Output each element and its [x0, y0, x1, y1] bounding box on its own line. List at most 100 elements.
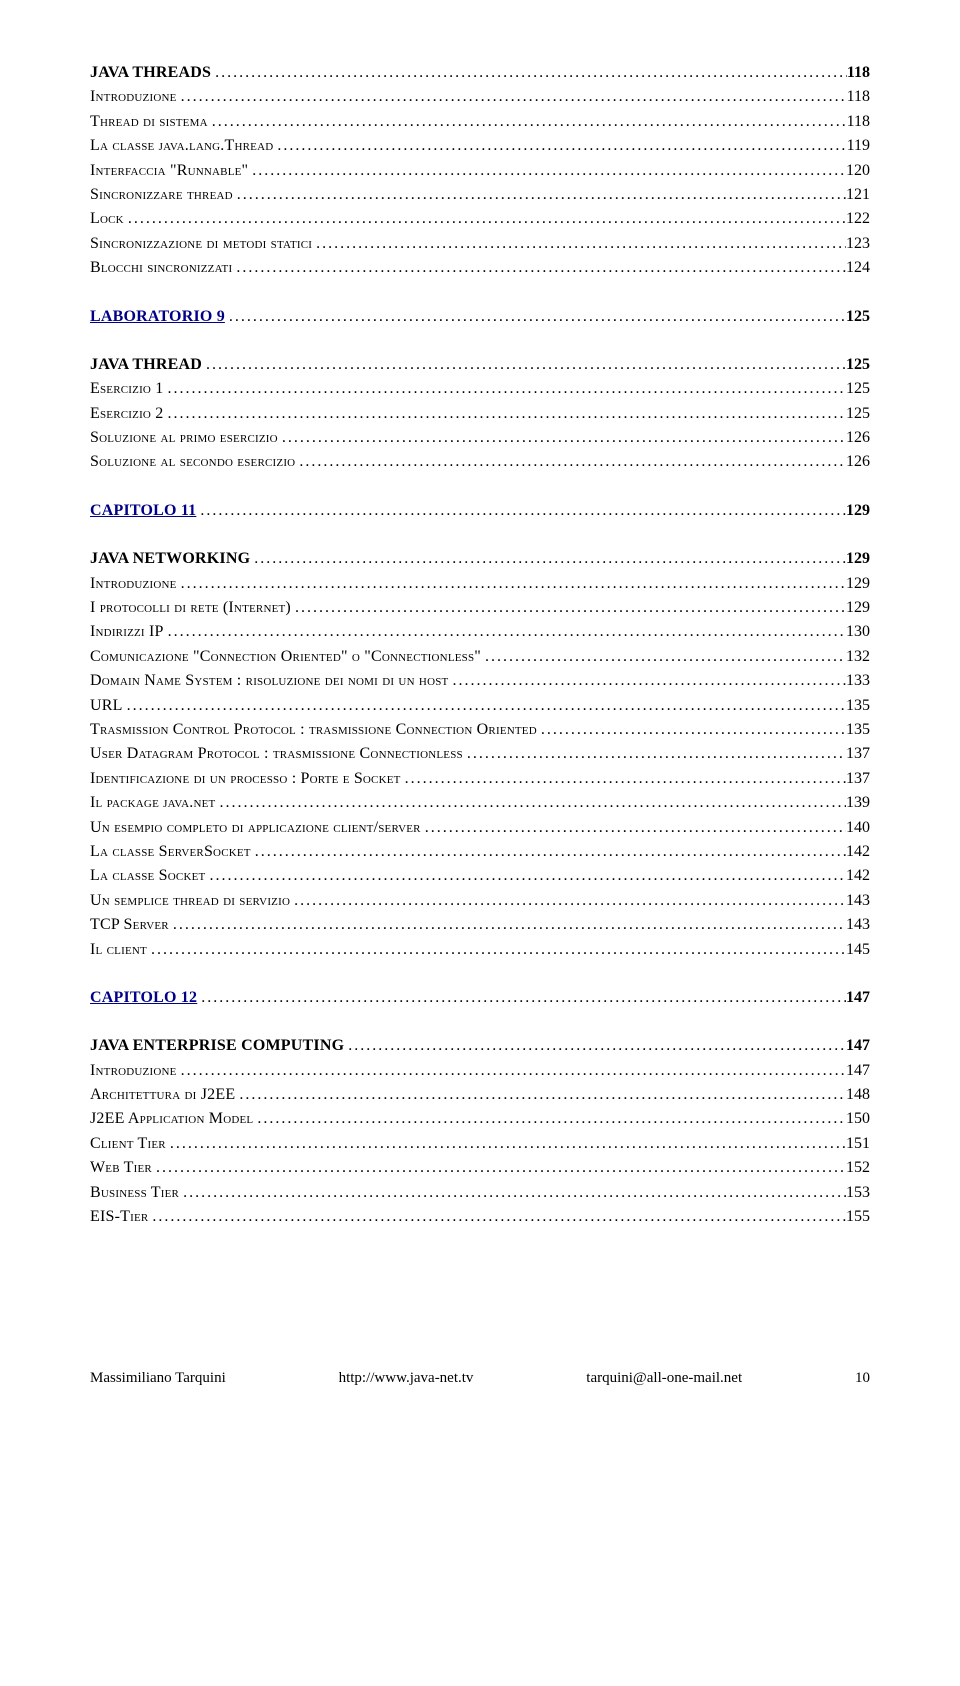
toc-page-number: 147: [846, 987, 870, 1009]
toc-page-number: 126: [846, 451, 870, 473]
toc-leader-dots: [253, 1108, 846, 1130]
toc-page-number: 129: [846, 597, 870, 619]
toc-label: Lock: [90, 208, 124, 230]
toc-leader-dots: [248, 160, 846, 182]
table-of-contents: JAVA THREADS118Introduzione118Thread di …: [90, 62, 870, 1228]
toc-label: Esercizio 1: [90, 378, 163, 400]
toc-page-number: 155: [846, 1206, 870, 1228]
toc-page-number: 142: [846, 841, 870, 863]
toc-page-number: 150: [846, 1108, 870, 1130]
toc-page-number: 122: [846, 208, 870, 230]
toc-leader-dots: [250, 548, 846, 570]
toc-page-number: 147: [846, 1035, 870, 1057]
spacer: [90, 524, 870, 546]
toc-page-number: 119: [847, 135, 870, 157]
toc-leader-dots: [169, 914, 846, 936]
spacer: [90, 282, 870, 304]
toc-page-number: 142: [846, 865, 870, 887]
toc-page-number: 147: [846, 1060, 870, 1082]
toc-entry: Soluzione al primo esercizio126: [90, 427, 870, 449]
toc-page-number: 120: [846, 160, 870, 182]
toc-label: La classe java.lang.Thread: [90, 135, 273, 157]
toc-leader-dots: [235, 1084, 846, 1106]
toc-label: Soluzione al primo esercizio: [90, 427, 278, 449]
toc-label: Domain Name System : risoluzione dei nom…: [90, 670, 448, 692]
toc-page-number: 152: [846, 1157, 870, 1179]
toc-leader-dots: [124, 208, 846, 230]
toc-page-number: 125: [846, 403, 870, 425]
toc-leader-dots: [448, 670, 846, 692]
toc-leader-dots: [148, 1206, 846, 1228]
toc-label: Identificazione di un processo : Porte e…: [90, 768, 401, 790]
toc-label: Trasmission Control Protocol : trasmissi…: [90, 719, 537, 741]
toc-label: Esercizio 2: [90, 403, 163, 425]
toc-page-number: 130: [846, 621, 870, 643]
toc-leader-dots: [233, 184, 846, 206]
toc-label[interactable]: LABORATORIO 9: [90, 306, 225, 328]
toc-page-number: 118: [847, 111, 870, 133]
toc-leader-dots: [421, 817, 846, 839]
toc-entry: JAVA ENTERPRISE COMPUTING147: [90, 1035, 870, 1057]
toc-leader-dots: [295, 451, 846, 473]
footer-url: http://www.java-net.tv: [339, 1368, 474, 1389]
toc-leader-dots: [537, 719, 846, 741]
toc-label: Comunicazione "Connection Oriented" o "C…: [90, 646, 481, 668]
toc-leader-dots: [312, 233, 846, 255]
toc-leader-dots: [177, 86, 847, 108]
toc-page-number: 140: [846, 817, 870, 839]
toc-label: J2EE Application Model: [90, 1108, 253, 1130]
toc-entry: Soluzione al secondo esercizio126: [90, 451, 870, 473]
spacer: [90, 330, 870, 352]
toc-leader-dots: [291, 597, 846, 619]
toc-page-number: 145: [846, 939, 870, 961]
toc-entry: URL135: [90, 695, 870, 717]
toc-leader-dots: [202, 354, 846, 376]
toc-page-number: 125: [846, 306, 870, 328]
toc-page-number: 148: [846, 1084, 870, 1106]
page-footer: Massimiliano Tarquini http://www.java-ne…: [90, 1368, 870, 1389]
toc-label: La classe Socket: [90, 865, 205, 887]
toc-page-number: 123: [846, 233, 870, 255]
toc-label: Introduzione: [90, 86, 177, 108]
toc-page-number: 137: [846, 743, 870, 765]
toc-page-number: 124: [846, 257, 870, 279]
toc-label: Sincronizzazione di metodi statici: [90, 233, 312, 255]
toc-leader-dots: [205, 865, 846, 887]
toc-label: Introduzione: [90, 573, 177, 595]
toc-entry: Introduzione 129: [90, 573, 870, 595]
toc-entry: Introduzione118: [90, 86, 870, 108]
toc-entry: JAVA THREADS118: [90, 62, 870, 84]
toc-entry: Trasmission Control Protocol : trasmissi…: [90, 719, 870, 741]
toc-label: Business Tier: [90, 1182, 179, 1204]
toc-entry: Business Tier 153: [90, 1182, 870, 1204]
toc-leader-dots: [196, 500, 846, 522]
toc-label[interactable]: CAPITOLO 12: [90, 987, 197, 1009]
toc-leader-dots: [215, 792, 846, 814]
toc-entry: Il client145: [90, 939, 870, 961]
toc-entry: Sincronizzazione di metodi statici 123: [90, 233, 870, 255]
toc-entry: Sincronizzare thread121: [90, 184, 870, 206]
toc-label: Blocchi sincronizzati: [90, 257, 232, 279]
toc-page-number: 129: [846, 573, 870, 595]
toc-entry: La classe Socket 142: [90, 865, 870, 887]
toc-page-number: 125: [846, 354, 870, 376]
toc-page-number: 118: [847, 62, 870, 84]
toc-entry: Comunicazione "Connection Oriented" o "C…: [90, 646, 870, 668]
toc-entry: TCP Server143: [90, 914, 870, 936]
toc-page-number: 133: [846, 670, 870, 692]
toc-label: Interfaccia "Runnable": [90, 160, 248, 182]
toc-page-number: 153: [846, 1182, 870, 1204]
toc-leader-dots: [211, 62, 847, 84]
toc-label: JAVA THREAD: [90, 354, 202, 376]
footer-email: tarquini@all-one-mail.net: [586, 1368, 742, 1389]
toc-page-number: 135: [846, 695, 870, 717]
toc-page-number: 137: [846, 768, 870, 790]
toc-page-number: 132: [846, 646, 870, 668]
toc-label[interactable]: CAPITOLO 11: [90, 500, 196, 522]
toc-leader-dots: [278, 427, 846, 449]
toc-leader-dots: [344, 1035, 846, 1057]
toc-entry: User Datagram Protocol : trasmissione Co…: [90, 743, 870, 765]
toc-label: Web Tier: [90, 1157, 152, 1179]
toc-entry: JAVA THREAD 125: [90, 354, 870, 376]
toc-entry: Un semplice thread di servizio143: [90, 890, 870, 912]
